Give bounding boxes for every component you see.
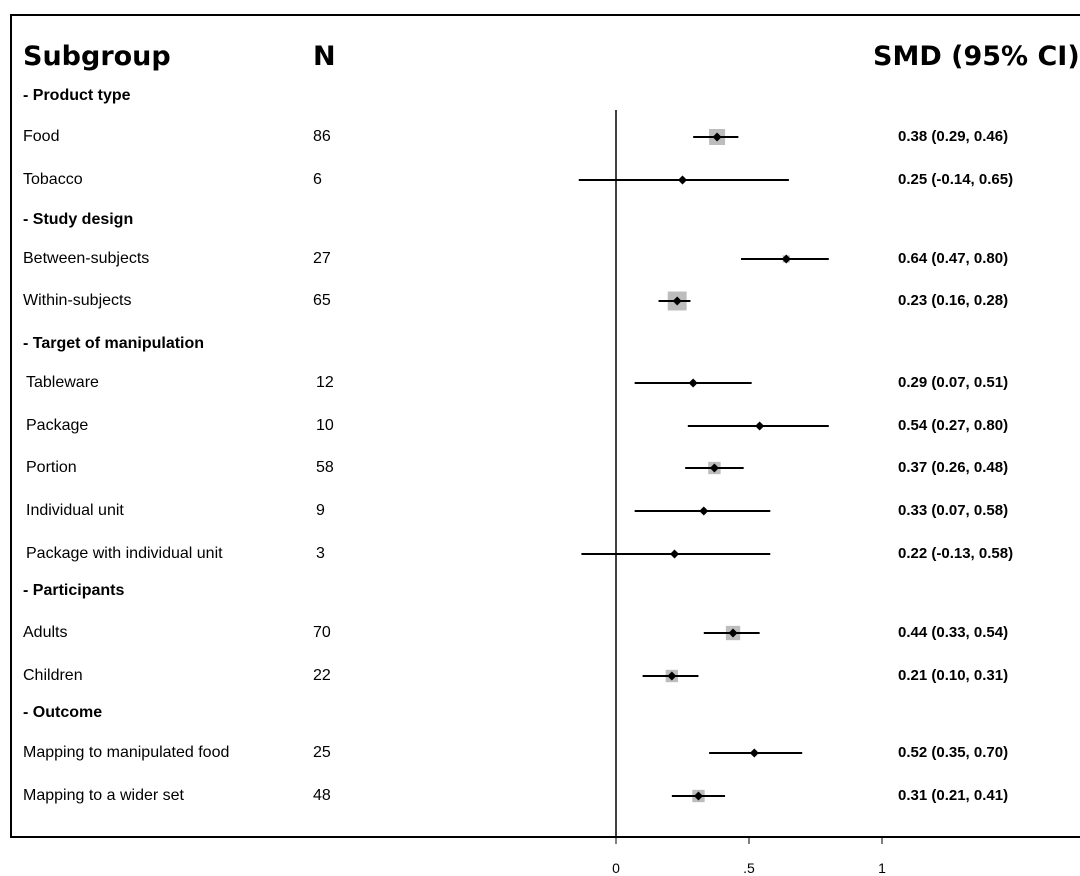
row-ci-text: 0.52 (0.35, 0.70) (898, 744, 1009, 761)
row-n: 58 (316, 459, 334, 476)
row-label: Within-subjects (23, 292, 132, 309)
row-label: Portion (26, 459, 77, 476)
row-n: 65 (313, 292, 331, 309)
point-estimate (712, 132, 722, 142)
row-n: 3 (316, 545, 325, 562)
row-ci-text: 0.21 (0.10, 0.31) (898, 667, 1009, 684)
row-label: Tobacco (23, 171, 83, 188)
x-tick-label: 1 (878, 860, 886, 876)
row-label: Mapping to a wider set (23, 787, 184, 804)
row-n: 25 (313, 744, 331, 761)
row-ci-text: 0.25 (-0.14, 0.65) (898, 171, 1014, 188)
point-estimate (670, 549, 680, 559)
plot-frame (10, 14, 1080, 838)
point-estimate (699, 506, 709, 516)
row-n: 12 (316, 374, 334, 391)
group-title: - Target of manipulation (23, 335, 205, 352)
row-n: 6 (313, 171, 322, 188)
row-ci-text: 0.37 (0.26, 0.48) (898, 459, 1009, 476)
row-label: Tableware (26, 374, 99, 391)
header-smd: SMD (95% CI) (873, 41, 1080, 72)
row-ci-text: 0.44 (0.33, 0.54) (898, 624, 1009, 641)
header-subgroup: Subgroup (23, 41, 171, 72)
point-estimate (678, 175, 687, 185)
row-label: Between-subjects (23, 250, 150, 267)
x-tick-label: 0 (612, 860, 620, 876)
row-n: 86 (313, 128, 331, 145)
point-estimate (693, 791, 703, 801)
x-tick-label: .5 (743, 860, 755, 876)
row-ci-text: 0.31 (0.21, 0.41) (898, 787, 1009, 804)
row-n: 10 (316, 417, 334, 434)
row-n: 27 (313, 250, 331, 267)
row-ci-text: 0.29 (0.07, 0.51) (898, 374, 1009, 391)
point-estimate (749, 748, 759, 758)
row-n: 22 (313, 667, 331, 684)
point-estimate (672, 296, 682, 306)
row-n: 9 (316, 502, 325, 519)
row-label: Food (23, 128, 60, 145)
row-label: Mapping to manipulated food (23, 744, 230, 761)
point-estimate (667, 671, 677, 681)
row-ci-text: 0.22 (-0.13, 0.58) (898, 545, 1014, 562)
row-label: Children (23, 667, 83, 684)
row-label: Adults (23, 624, 68, 641)
header-n: N (313, 41, 336, 72)
row-label: Individual unit (26, 502, 124, 519)
point-estimate (709, 463, 719, 473)
row-label: Package with individual unit (26, 545, 223, 562)
group-title: - Product type (23, 87, 131, 104)
row-n: 70 (313, 624, 331, 641)
row-ci-text: 0.33 (0.07, 0.58) (898, 502, 1009, 519)
point-estimate (728, 628, 738, 638)
group-title: - Participants (23, 582, 125, 599)
point-estimate (755, 421, 765, 431)
row-ci-text: 0.23 (0.16, 0.28) (898, 292, 1009, 309)
row-ci-text: 0.64 (0.47, 0.80) (898, 250, 1009, 267)
row-n: 48 (313, 787, 331, 804)
point-estimate (688, 378, 698, 388)
group-title: - Study design (23, 211, 134, 228)
group-title: - Outcome (23, 704, 103, 721)
row-ci-text: 0.38 (0.29, 0.46) (898, 128, 1009, 145)
row-label: Package (26, 417, 89, 434)
point-estimate (781, 254, 791, 264)
row-ci-text: 0.54 (0.27, 0.80) (898, 417, 1009, 434)
